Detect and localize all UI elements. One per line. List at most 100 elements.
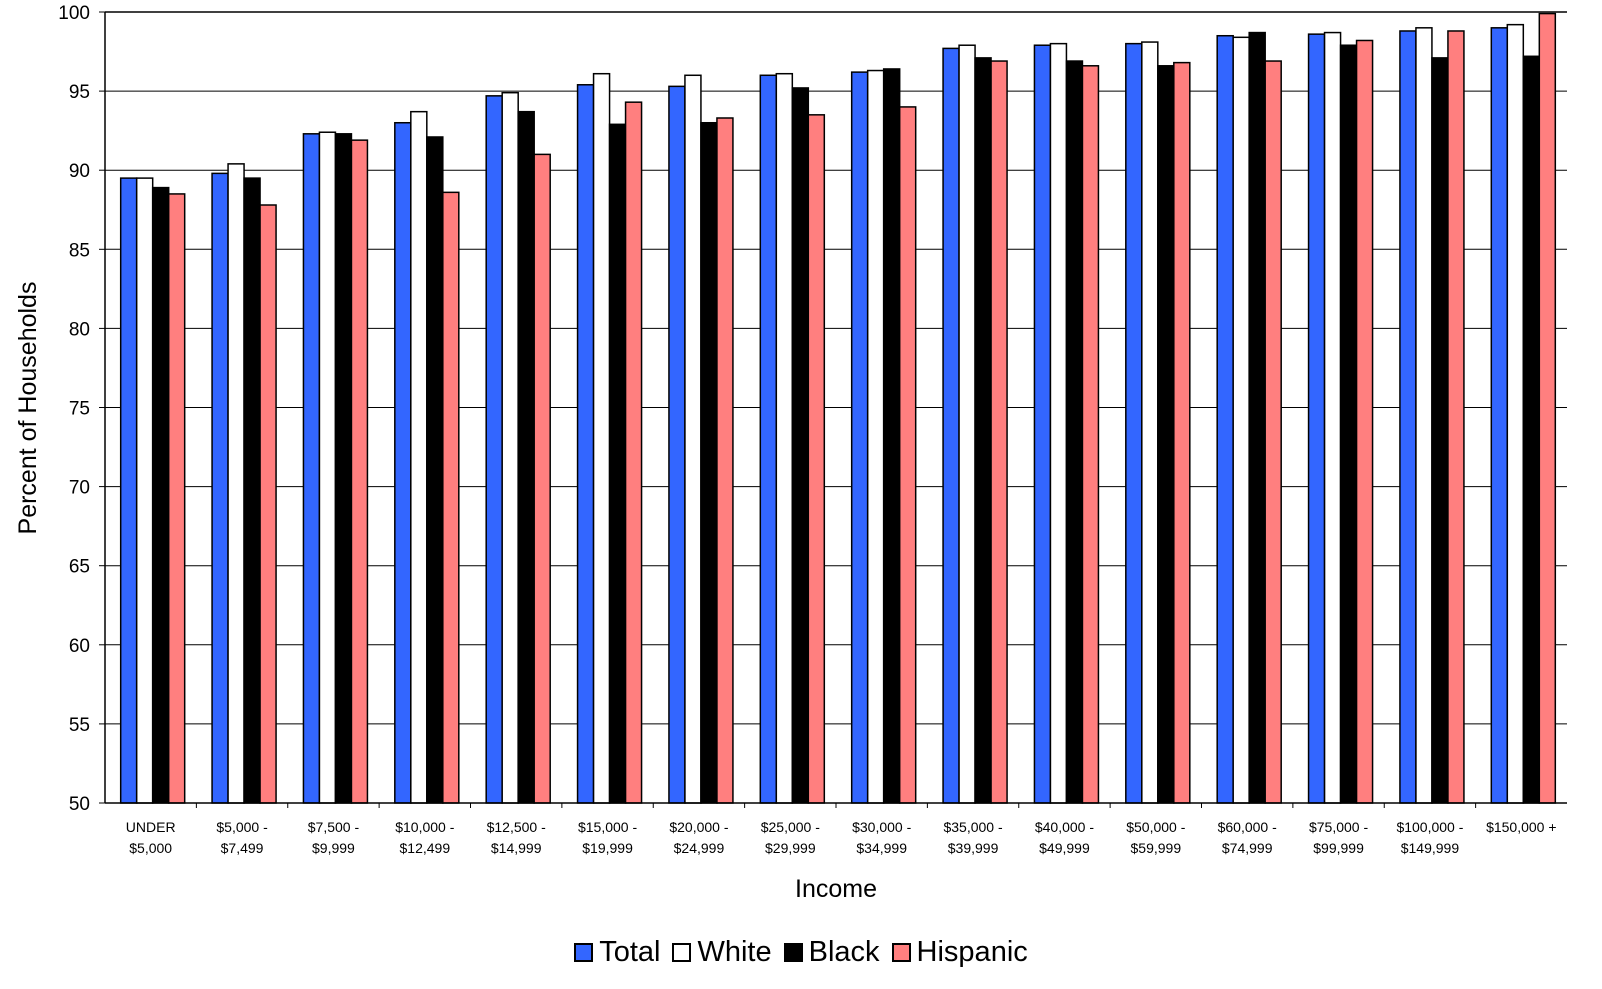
bar-hispanic-1 [259,204,277,804]
bar-white-2 [318,131,337,804]
x-category-label: $7,500 -$9,999 [308,819,360,856]
legend-item-white: White [672,935,772,969]
bar-hispanic-3 [442,191,460,804]
x-category-label: $150,000 + [1486,819,1556,835]
bar-hispanic-0 [167,193,186,804]
x-category-labels: UNDER $5,000 $5,000 -$7,499 $7,500 -$9,999 $… [126,819,1557,856]
legend-swatch [574,942,594,962]
y-tick-label: 65 [69,557,90,578]
x-category-label: $20,000 -$24,999 [669,819,728,856]
bar-hispanic-5 [624,101,643,804]
bar-hispanic-2 [350,139,369,804]
legend-item-total: Total [574,936,660,969]
y-tick-label: 55 [69,715,90,736]
bar-white-15 [1506,23,1525,804]
bar-black-10 [1065,60,1084,804]
y-tick-label: 80 [69,319,90,340]
x-category-label: $75,000 -$99,999 [1309,819,1368,856]
legend-label: Total [599,935,661,968]
y-tick-label: 50 [69,794,90,815]
bar-black-3 [426,136,444,804]
x-category-label: $60,000 -$74,999 [1218,819,1277,856]
bar-total-1 [211,172,229,804]
bars [119,12,1557,804]
bar-total-2 [302,133,321,804]
legend-label: Black [808,935,880,968]
x-category-label: $100,000 -$149,999 [1396,819,1463,856]
bar-total-15 [1490,27,1509,804]
bar-black-6 [700,121,718,804]
bar-black-12 [1248,31,1266,804]
bar-white-0 [135,177,154,804]
x-category-label: $12,500 -$14,999 [487,819,546,856]
bar-white-1 [227,163,245,804]
bar-black-4 [517,110,535,804]
y-tick-label: 60 [69,636,90,657]
y-tick-label: 70 [69,478,90,499]
x-category-label: $35,000 -$39,999 [943,819,1002,856]
bar-black-8 [882,68,901,804]
x-category-label: $10,000 -$12,499 [395,819,454,856]
bar-black-2 [334,133,353,804]
y-tick-label: 95 [69,82,90,103]
legend-swatch [783,942,803,962]
bar-white-13 [1323,31,1342,804]
legend-item-hispanic: Hispanic [891,935,1028,969]
y-tick-label: 90 [69,161,90,182]
bar-white-7 [775,72,794,804]
bar-total-5 [576,84,595,804]
legend-item-black: Black [783,935,880,969]
bar-total-14 [1399,30,1417,804]
bar-chart: 50 55 60 65 70 75 80 85 90 95 100 UNDER $5,000 $5,00… [14,3,1567,903]
bar-white-10 [1049,42,1068,804]
x-category-label: $50,000 -$59,999 [1126,819,1185,856]
bar-total-10 [1033,44,1052,804]
x-category-label: $15,000 -$19,999 [578,819,637,856]
y-tick-label: 100 [58,3,90,24]
x-category-label: $40,000 -$49,999 [1035,819,1094,856]
legend-swatch [672,942,692,962]
bar-black-15 [1522,55,1541,804]
bar-black-5 [608,123,627,804]
bar-white-3 [410,110,428,804]
legend-label: White [697,935,772,968]
x-axis-title: Income [795,875,877,903]
legend-swatch [891,942,911,962]
x-category-label: $30,000 -$34,999 [852,819,911,856]
x-category-label: UNDER $5,000 [126,819,176,856]
y-tick-label: 85 [69,240,90,261]
bar-total-3 [394,121,412,804]
y-axis-title: Percent of Households [14,282,42,535]
bar-hispanic-10 [1081,65,1100,804]
bar-white-6 [684,74,702,804]
bar-hispanic-13 [1355,39,1374,804]
bar-total-13 [1307,33,1326,804]
bar-black-1 [243,177,261,804]
legend: Total White Black Hispanic [0,930,1602,974]
bar-hispanic-11 [1173,61,1191,804]
x-category-label: $5,000 -$7,499 [216,819,268,856]
bar-white-8 [866,69,885,804]
bar-total-0 [119,177,138,804]
bar-hispanic-4 [533,153,551,804]
bar-hispanic-6 [716,117,734,804]
bar-black-0 [151,186,170,804]
bar-black-14 [1431,57,1449,804]
bar-white-11 [1141,41,1159,804]
bar-white-5 [592,72,611,804]
legend-label: Hispanic [916,935,1028,968]
bar-black-7 [791,87,810,804]
bar-total-11 [1125,42,1143,804]
bar-black-9 [974,57,992,804]
bar-hispanic-8 [898,106,917,804]
bar-hispanic-15 [1538,12,1557,804]
bar-white-4 [501,91,519,804]
bar-total-8 [850,71,869,804]
bar-white-9 [958,44,976,804]
bar-white-12 [1232,36,1250,804]
bar-total-9 [942,47,960,804]
x-category-label: $25,000 -$29,999 [761,819,820,856]
bar-total-4 [485,95,503,804]
y-tick-labels: 50 55 60 65 70 75 80 85 90 95 100 [58,3,90,815]
bar-total-6 [668,85,686,804]
